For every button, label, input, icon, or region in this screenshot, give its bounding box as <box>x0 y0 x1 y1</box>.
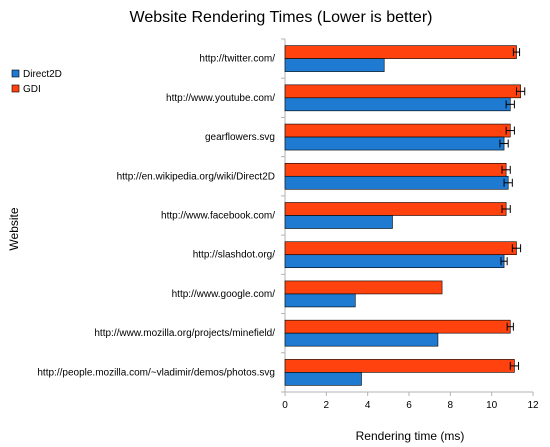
legend-label-direct2d: Direct2D <box>23 69 62 80</box>
bar-gdi <box>284 45 517 59</box>
x-tick-label: 0 <box>282 400 288 411</box>
bar-direct2d <box>284 254 505 269</box>
x-axis-label: Rendering time (ms) <box>356 429 465 443</box>
legend: Direct2D GDI <box>11 69 62 95</box>
x-tick-label: 2 <box>324 400 330 411</box>
y-axis-label: Website <box>7 207 21 250</box>
category-label: http://slashdot.org/ <box>193 250 275 261</box>
x-tick-label: 12 <box>527 400 539 411</box>
bar-gdi <box>284 123 511 138</box>
bar-direct2d <box>284 372 362 386</box>
x-tick-label: 6 <box>406 400 412 411</box>
bar-gdi <box>284 280 443 295</box>
category-label: gearflowers.svg <box>205 132 275 143</box>
legend-swatch-direct2d <box>11 69 20 78</box>
bar-direct2d <box>284 97 511 112</box>
category-label: http://people.mozilla.com/~vladimir/demo… <box>37 367 275 378</box>
x-tick-label: 4 <box>365 400 371 411</box>
bar-gdi <box>284 319 511 334</box>
x-tick-label: 10 <box>486 400 498 411</box>
category-label: http://www.facebook.com/ <box>161 211 275 222</box>
legend-label-gdi: GDI <box>23 84 41 95</box>
bar-direct2d <box>284 293 356 308</box>
category-label: http://en.wikipedia.org/wiki/Direct2D <box>117 171 275 182</box>
category-label: http://www.mozilla.org/projects/minefiel… <box>94 328 275 339</box>
bar-gdi <box>284 359 515 373</box>
x-tick-label: 8 <box>448 400 454 411</box>
category-label: http://www.youtube.com/ <box>166 93 275 104</box>
legend-swatch-gdi <box>11 84 20 93</box>
bar-direct2d <box>284 175 509 190</box>
bar-direct2d <box>284 332 439 347</box>
bar-direct2d <box>284 58 385 72</box>
bar-direct2d <box>284 136 505 151</box>
bar-gdi <box>284 241 517 256</box>
category-label: http://www.google.com/ <box>172 289 276 300</box>
plot-area: 0 2 4 6 8 10 12 http://twitter.com/http://www.y… <box>37 38 539 411</box>
category-label: http://twitter.com/ <box>199 54 275 65</box>
bar-gdi <box>284 202 507 216</box>
bar-gdi <box>284 84 521 99</box>
chart-title: Website Rendering Times (Lower is better… <box>130 9 433 26</box>
bar-direct2d <box>284 215 393 229</box>
bar-gdi <box>284 162 507 177</box>
